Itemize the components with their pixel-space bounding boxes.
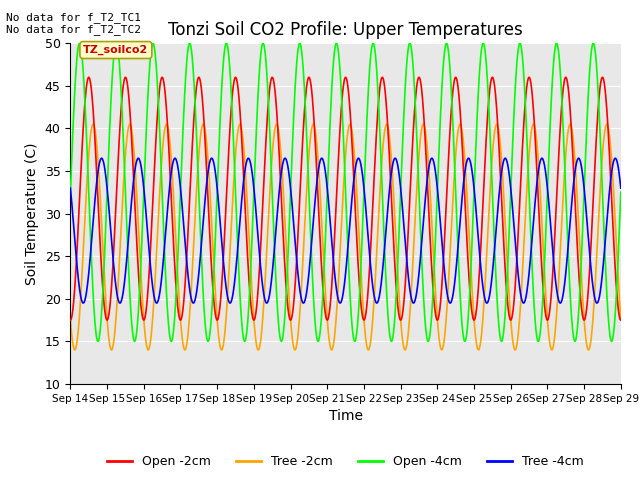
Text: TZ_soilco2: TZ_soilco2 [83, 45, 148, 55]
Title: Tonzi Soil CO2 Profile: Upper Temperatures: Tonzi Soil CO2 Profile: Upper Temperatur… [168, 21, 523, 39]
X-axis label: Time: Time [328, 409, 363, 423]
Text: No data for f_T2_TC1
No data for f_T2_TC2: No data for f_T2_TC1 No data for f_T2_TC… [6, 12, 141, 36]
Y-axis label: Soil Temperature (C): Soil Temperature (C) [25, 143, 39, 285]
Legend: Open -2cm, Tree -2cm, Open -4cm, Tree -4cm: Open -2cm, Tree -2cm, Open -4cm, Tree -4… [102, 450, 589, 473]
